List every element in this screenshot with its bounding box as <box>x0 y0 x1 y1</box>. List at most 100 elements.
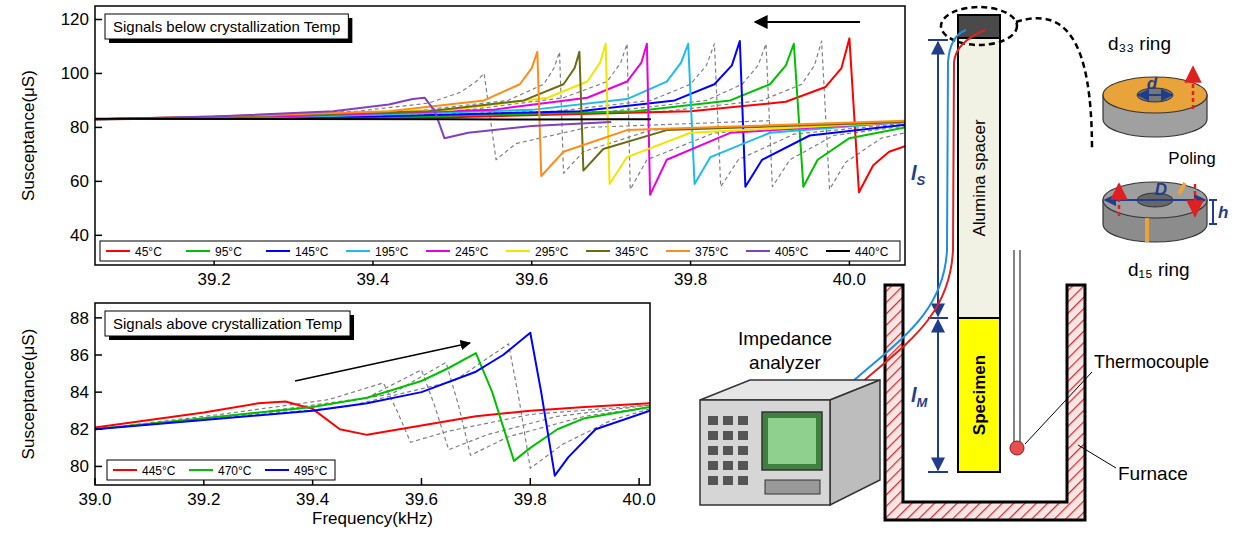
x-tick-label: 39.2 <box>198 270 231 289</box>
legend-frame <box>107 460 335 480</box>
series-line <box>95 333 650 476</box>
series-line <box>95 44 905 187</box>
length-arrow <box>937 320 939 470</box>
x-tick <box>421 478 423 485</box>
top-cap <box>958 15 1000 38</box>
plot-frame <box>95 6 905 265</box>
series-group <box>95 38 905 194</box>
y-tick <box>95 19 102 21</box>
D-label: D <box>1155 180 1167 199</box>
leader-line <box>1078 445 1116 468</box>
series-line <box>95 38 905 192</box>
y-tick <box>95 354 102 356</box>
analyzer-key <box>708 461 718 470</box>
h-bracket <box>1209 199 1217 201</box>
length-label: lM <box>911 384 929 410</box>
y-tick <box>95 127 102 129</box>
series-line <box>95 41 905 189</box>
d15-electrode <box>1145 218 1149 242</box>
title-frame <box>105 311 350 336</box>
thermocouple-wire <box>1013 250 1014 442</box>
series-line <box>95 44 905 195</box>
legend-swatch <box>189 469 213 471</box>
analyzer-screen-glow <box>768 418 816 464</box>
y-tick-label: 80 <box>70 457 89 476</box>
y-tick <box>95 466 102 468</box>
length-tick <box>928 471 948 473</box>
x-tick <box>94 478 96 485</box>
y-tick-label: 88 <box>70 309 89 328</box>
legend-swatch <box>266 250 290 252</box>
poling-arrow <box>1194 184 1197 216</box>
analyzer-key <box>723 431 733 440</box>
y-tick <box>95 73 102 75</box>
plot-bg <box>95 6 905 265</box>
plot-bg <box>95 303 650 485</box>
analyzer-key <box>738 416 748 425</box>
y-tick <box>95 317 102 319</box>
series-line <box>95 52 905 176</box>
series-line <box>95 344 650 468</box>
legend-label: 245°C <box>455 245 489 259</box>
analyzer-screen <box>762 412 822 470</box>
analyzer-key <box>708 431 718 440</box>
analyzer-key <box>723 461 733 470</box>
y-tick-label: 40 <box>70 226 89 245</box>
legend-label: 195°C <box>375 245 409 259</box>
legend-label: 345°C <box>615 245 649 259</box>
x-tick-label: 39.4 <box>356 270 389 289</box>
thermocouple-wire <box>1019 250 1020 442</box>
y-tick <box>95 181 102 183</box>
analyzer-key <box>738 461 748 470</box>
y-tick <box>95 391 102 393</box>
legend-label: 495°C <box>294 464 328 478</box>
chart: 39.039.239.439.639.840.08082848688Suscep… <box>19 303 656 528</box>
legend-swatch <box>746 250 770 252</box>
thermocouple-label: Thermocouple <box>1094 352 1209 372</box>
series-line <box>95 44 905 187</box>
analyzer-key <box>738 431 748 440</box>
legend: 445°C470°C495°C <box>107 460 335 480</box>
legend-label: 375°C <box>695 245 729 259</box>
legend-swatch <box>113 469 137 471</box>
d15-electrode <box>1179 183 1185 194</box>
analyzer-key <box>738 446 748 455</box>
d33-ring-label: d₃₃ ring <box>1108 33 1171 54</box>
y-tick <box>95 235 102 237</box>
length-label-sub: S <box>917 173 926 188</box>
panel-title: Signals below crystallization Temp <box>113 18 340 35</box>
analyzer-key <box>708 416 718 425</box>
thermocouple-tip <box>1010 441 1024 455</box>
alumina-spacer <box>958 38 1000 318</box>
y-tick <box>95 429 102 431</box>
h-bracket <box>1212 200 1214 224</box>
legend-swatch <box>666 250 690 252</box>
legend-label: 470°C <box>218 464 252 478</box>
x-axis-title: Frequency(kHz) <box>312 509 433 528</box>
title-box: Signals below crystallization Temp <box>105 14 352 43</box>
series-line <box>95 41 905 187</box>
legend-swatch <box>106 250 130 252</box>
legend-label: 145°C <box>295 245 329 259</box>
x-tick-label: 39.8 <box>674 270 707 289</box>
y-tick-label: 100 <box>61 64 89 83</box>
length-arrow <box>937 42 939 316</box>
series-line <box>95 44 905 187</box>
analyzer-label: analyzer <box>749 352 821 373</box>
analyzer-front <box>700 400 830 505</box>
y-tick-label: 80 <box>70 118 89 137</box>
poling-arrow <box>1118 184 1121 216</box>
analyzer-key <box>708 446 718 455</box>
x-tick-label: 40.0 <box>623 490 656 509</box>
wire-red <box>860 30 985 384</box>
x-tick-label: 39.6 <box>515 270 548 289</box>
series-line <box>95 383 650 442</box>
series-line <box>95 401 650 434</box>
x-tick-label: 39.0 <box>78 490 111 509</box>
y-axis-title: Susceptance(μS) <box>19 70 38 201</box>
title-frame <box>105 14 348 39</box>
legend: 45°C95°C145°C195°C245°C295°C345°C375°C40… <box>100 241 900 261</box>
x-tick-label: 39.4 <box>296 490 329 509</box>
panel-title: Signals above crystallization Temp <box>113 315 342 332</box>
furnace-label: Furnace <box>1118 463 1188 484</box>
